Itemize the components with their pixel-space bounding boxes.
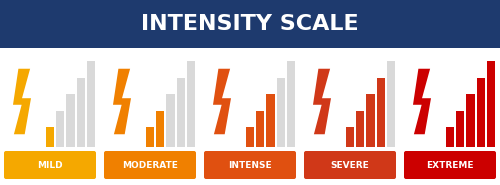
FancyBboxPatch shape [76,78,85,147]
FancyBboxPatch shape [456,111,464,147]
Polygon shape [313,69,331,134]
FancyBboxPatch shape [56,111,64,147]
Text: INTENSE: INTENSE [228,161,272,169]
FancyBboxPatch shape [187,61,195,147]
FancyBboxPatch shape [46,127,54,147]
FancyBboxPatch shape [466,94,474,147]
FancyBboxPatch shape [256,111,264,147]
Text: MODERATE: MODERATE [122,161,178,169]
FancyBboxPatch shape [376,78,385,147]
FancyBboxPatch shape [276,78,285,147]
Text: MILD: MILD [37,161,63,169]
FancyBboxPatch shape [287,61,295,147]
Text: INTENSITY SCALE: INTENSITY SCALE [141,14,359,34]
FancyBboxPatch shape [476,78,485,147]
FancyBboxPatch shape [156,111,164,147]
Polygon shape [13,69,31,134]
FancyBboxPatch shape [356,111,364,147]
FancyBboxPatch shape [387,61,395,147]
Polygon shape [413,69,431,134]
FancyBboxPatch shape [104,151,196,179]
FancyBboxPatch shape [304,151,396,179]
FancyBboxPatch shape [346,127,354,147]
FancyBboxPatch shape [487,61,495,147]
Text: EXTREME: EXTREME [426,161,474,169]
FancyBboxPatch shape [366,94,374,147]
Polygon shape [113,69,131,134]
Text: SEVERE: SEVERE [330,161,370,169]
FancyBboxPatch shape [146,127,154,147]
FancyBboxPatch shape [4,151,96,179]
Polygon shape [213,69,231,134]
FancyBboxPatch shape [266,94,274,147]
FancyBboxPatch shape [446,127,454,147]
FancyBboxPatch shape [66,94,74,147]
FancyBboxPatch shape [166,94,174,147]
FancyBboxPatch shape [87,61,95,147]
FancyBboxPatch shape [176,78,185,147]
FancyBboxPatch shape [404,151,496,179]
FancyBboxPatch shape [204,151,296,179]
FancyBboxPatch shape [0,0,500,48]
FancyBboxPatch shape [246,127,254,147]
